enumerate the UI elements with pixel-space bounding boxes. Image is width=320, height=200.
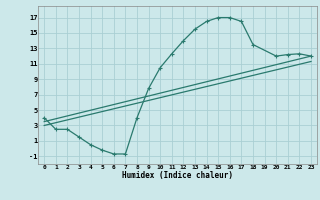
X-axis label: Humidex (Indice chaleur): Humidex (Indice chaleur)	[122, 171, 233, 180]
